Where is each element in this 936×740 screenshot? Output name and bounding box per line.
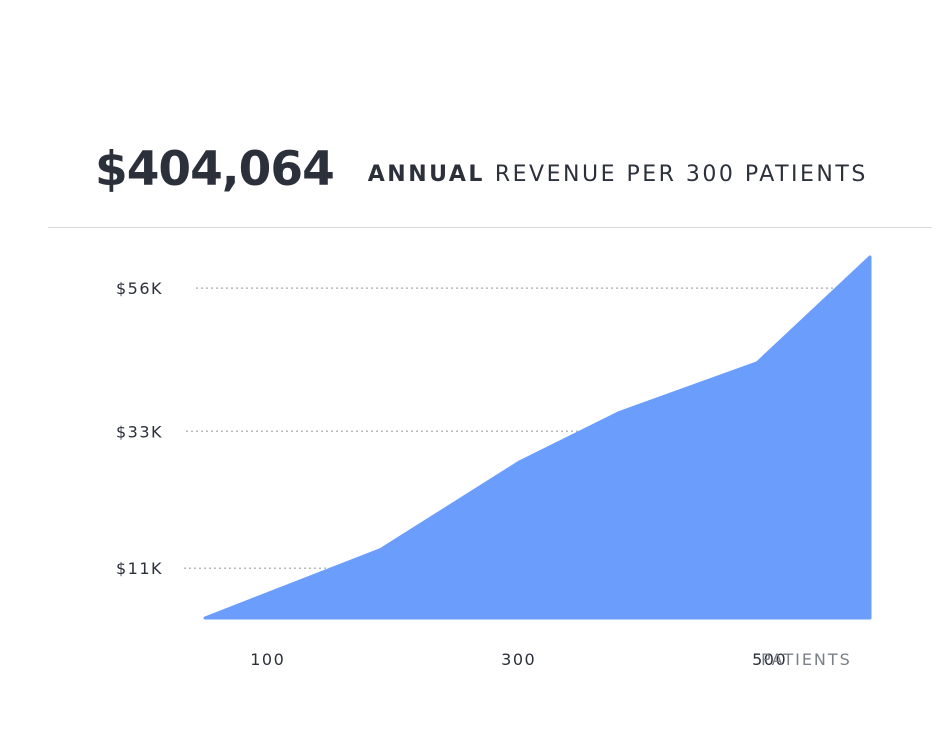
y-tick-label: $33K	[116, 422, 163, 441]
headline-value: $404,064	[95, 142, 335, 197]
headline: $404,064 ANNUAL REVENUE PER 300 PATIENTS	[95, 142, 868, 197]
headline-caption-strong: ANNUAL	[367, 162, 485, 187]
revenue-area	[203, 255, 872, 620]
x-axis-label: PATIENTS	[761, 650, 852, 669]
headline-caption-rest: REVENUE PER 300 PATIENTS	[494, 162, 868, 187]
x-tick-label: 300	[501, 650, 536, 669]
x-tick-label: 500	[752, 650, 787, 669]
area-layer	[203, 255, 872, 620]
divider	[48, 227, 932, 228]
x-tick-labels: 100 300 500	[250, 650, 787, 669]
y-tick-label: $11K	[116, 559, 163, 578]
y-tick-labels: $11K $33K $56K	[116, 279, 163, 578]
headline-caption: ANNUAL REVENUE PER 300 PATIENTS	[368, 162, 868, 187]
y-tick-label: $56K	[116, 279, 163, 298]
x-tick-label: 100	[250, 650, 285, 669]
